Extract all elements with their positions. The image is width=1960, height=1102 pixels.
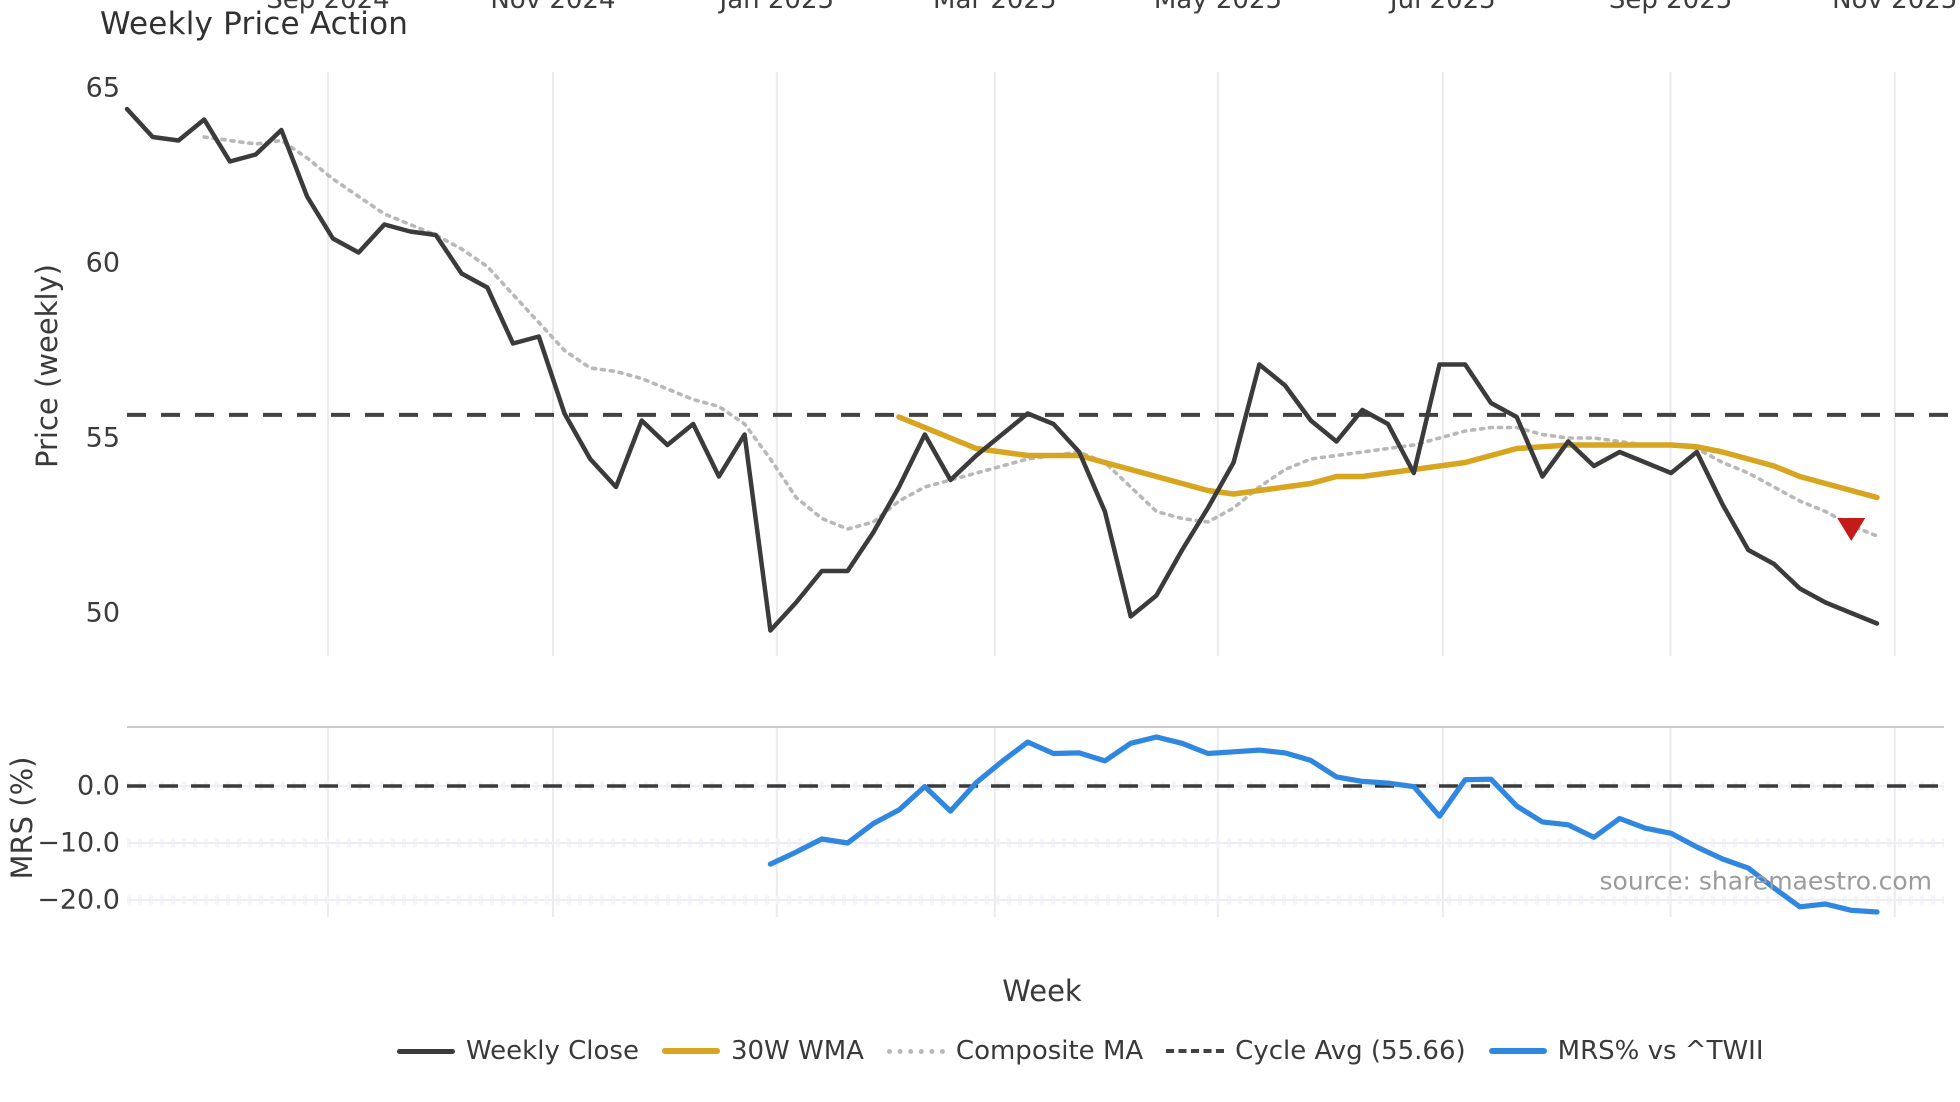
chart-legend: Weekly Close 30W WMA Composite MA Cycle Avg… [397,1036,1764,1066]
legend-label: Weekly Close [466,1036,639,1066]
price-tick-label: 65 [85,72,120,104]
legend-swatch-solid [397,1048,455,1054]
week-tick-label: Sep 2024 [266,0,390,15]
weekly-close-line [124,106,1880,633]
composite-ma-line [202,135,1879,538]
week-tick-label: Mar 2025 [933,0,1057,15]
legend-swatch-dotted [886,1048,945,1054]
week-tick-label: Sep 2025 [1608,0,1733,15]
legend-label: 30W WMA [730,1036,864,1066]
source-watermark: source: sharemaestro.com [1599,866,1933,896]
legend-item: MRS% vs ^TWII [1488,1036,1764,1066]
mrs-tick-label: −10.0 [37,827,120,859]
mrs-line [767,734,1880,915]
mrs-tick-label: 0.0 [77,770,120,802]
chart-title: Weekly Price Action [100,6,409,42]
week-tick-label: Nov 2024 [490,0,616,15]
legend-item: Composite MA [886,1036,1144,1066]
price-tick-label: 60 [85,247,120,279]
mrs-tick-label: −20.0 [37,884,120,916]
week-tick-label: Jan 2025 [719,0,835,15]
wma-line [896,414,1880,501]
mrs-axis-label: MRS (%) [5,756,39,880]
legend-swatch-dashed [1166,1049,1225,1053]
legend-label: Cycle Avg (55.66) [1235,1036,1466,1066]
sell-signal-marker [1837,518,1866,541]
price-tick-label: 50 [85,597,120,629]
week-tick-label: May 2025 [1153,0,1282,15]
legend-item: Weekly Close [397,1036,639,1066]
week-tick-label: Jul 2025 [1389,0,1496,15]
legend-item: Cycle Avg (55.66) [1166,1036,1466,1066]
legend-swatch-solid [661,1048,720,1054]
legend-label: MRS% vs ^TWII [1557,1036,1764,1066]
legend-item: 30W WMA [661,1036,864,1066]
legend-swatch-solid [1488,1048,1547,1054]
price-tick-label: 55 [85,422,120,454]
week-tick-label: Nov 2025 [1832,0,1958,15]
price-axis-label: Price (weekly) [30,263,64,469]
legend-label: Composite MA [955,1036,1144,1066]
week-axis-label: Week [1002,974,1082,1008]
